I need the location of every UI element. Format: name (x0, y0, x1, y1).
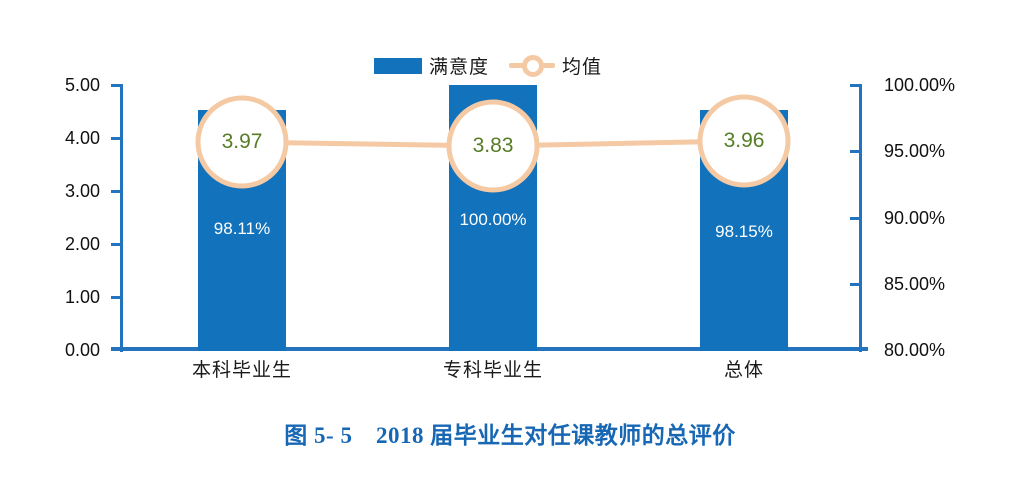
mean-value-label: 3.97 (221, 130, 263, 153)
left-axis-tick (111, 296, 121, 299)
bar-value-label: 98.11% (213, 219, 271, 238)
right-axis-tick-label: 100.00% (884, 75, 956, 95)
chart-legend: 满意度 均值 (0, 52, 998, 79)
bar-value-label: 100.00% (459, 210, 527, 229)
right-axis-tick-label: 80.00% (884, 340, 946, 360)
right-axis-line (859, 84, 862, 352)
left-axis-tick (111, 190, 121, 193)
left-axis-tick-label: 4.00 (64, 128, 100, 148)
bar-junior-college: 100.00% (449, 85, 537, 351)
right-axis-tick (850, 217, 860, 220)
left-axis-tick-label: 1.00 (64, 287, 100, 307)
mean-value-label: 3.96 (723, 129, 765, 152)
x-axis-category-label: 专科毕业生 (442, 360, 543, 381)
x-axis-category-label: 总体 (723, 360, 764, 381)
mean-value-label: 3.83 (472, 134, 514, 157)
x-axis-category-label: 本科毕业生 (191, 360, 292, 381)
mean-legend-marker-icon (509, 54, 555, 77)
right-axis-tick-label: 85.00% (884, 274, 946, 294)
left-axis-tick (111, 243, 121, 246)
right-axis-tick (850, 283, 860, 286)
right-axis-tick-label: 95.00% (884, 141, 946, 161)
right-axis-tick-label: 90.00% (884, 208, 946, 228)
mean-legend-circle-icon (522, 54, 544, 77)
satisfaction-legend-swatch-icon (373, 57, 422, 74)
mean-legend-label: 均值 (562, 57, 603, 78)
figure-caption: 图 5- 5 2018 届毕业生对任课教师的总评价 (284, 423, 736, 448)
left-axis-tick-label: 3.00 (64, 181, 100, 201)
right-axis-tick (850, 150, 860, 153)
left-axis-tick-label: 0.00 (64, 340, 100, 360)
left-axis-tick-label: 2.00 (64, 234, 100, 254)
left-axis-tick (111, 84, 121, 87)
satisfaction-legend-label: 满意度 (428, 57, 489, 78)
left-axis-line (120, 84, 123, 352)
left-axis-tick (111, 137, 121, 140)
bar-value-label: 98.15% (715, 222, 773, 241)
right-axis-tick (850, 84, 860, 87)
left-axis-tick-label: 5.00 (64, 75, 100, 95)
